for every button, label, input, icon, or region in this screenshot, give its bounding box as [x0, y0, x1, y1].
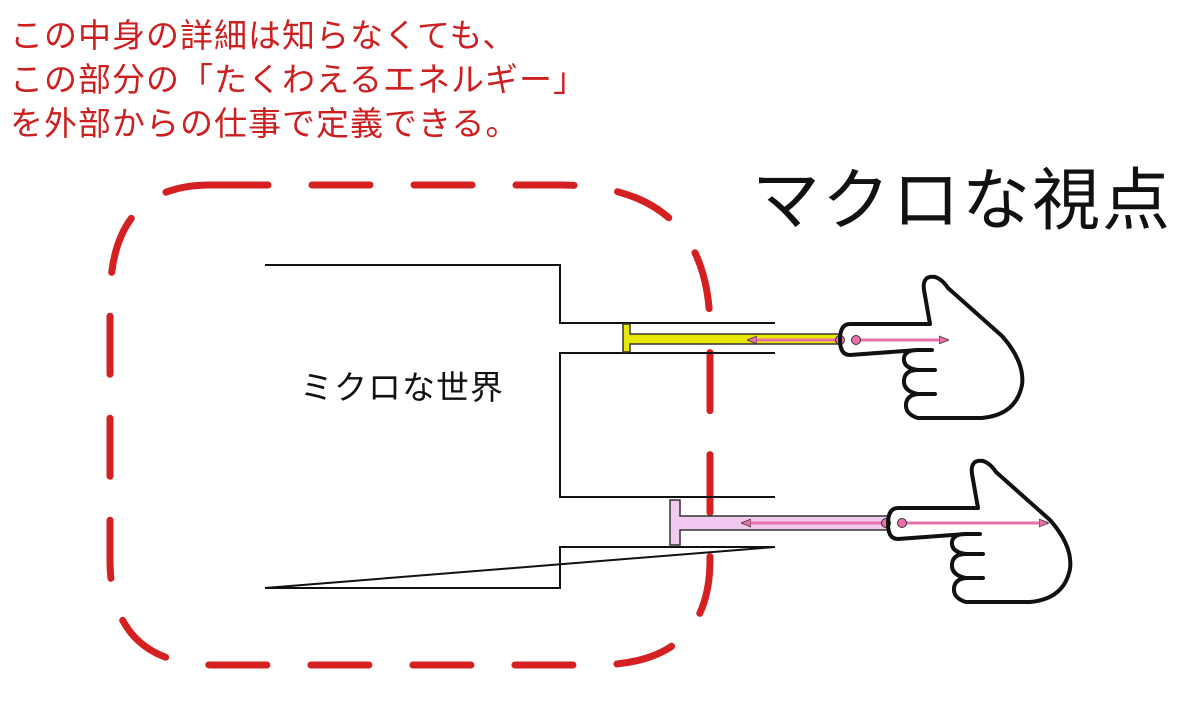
micro-world-label: ミクロな世界 [300, 368, 504, 407]
annotation-line: を外部からの仕事で定義できる。 [10, 104, 520, 143]
system-boundary [106, 181, 714, 669]
lower-hand-icon[interactable] [886, 458, 1073, 604]
annotation-line: この部分の「たくわえるエネルギー」 [10, 60, 588, 99]
macro-view-label: マクロな視点 [752, 162, 1173, 241]
micro-world-container [264, 264, 776, 589]
upper-piston[interactable] [622, 323, 841, 353]
upper-force-arrow [748, 335, 948, 345]
annotation-line: この中身の詳細は知らなくても、 [10, 16, 517, 55]
upper-hand-icon[interactable] [838, 274, 1025, 420]
explanation-annotation: この中身の詳細は知らなくても、 この部分の「たくわえるエネルギー」 を外部からの… [10, 14, 587, 146]
